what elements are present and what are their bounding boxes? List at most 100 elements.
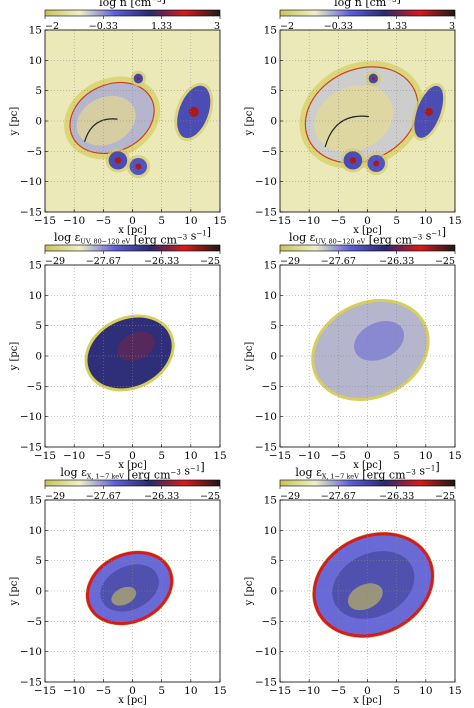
colorbar-title: log εX, 1−7 keV [erg cm−3 s−1] <box>60 461 204 482</box>
y-tick-label: 5 <box>270 555 277 567</box>
colorbar-tick-label: −27.67 <box>321 256 356 267</box>
y-axis-label: y [pc] <box>9 107 20 137</box>
grid-lines <box>280 500 455 682</box>
x-tick-label: 0 <box>364 450 371 462</box>
y-tick-label: 10 <box>29 525 42 537</box>
cloud-core <box>349 157 357 164</box>
y-tick-label: −5 <box>262 146 277 158</box>
colorbar-tick-label: −25 <box>435 256 455 267</box>
x-tick-label: −5 <box>331 450 346 462</box>
x-tick-label: −15 <box>34 215 56 227</box>
x-tick-label: 0 <box>129 215 136 227</box>
map-content <box>311 298 430 401</box>
colorbar-tick-label: −0.33 <box>89 21 118 32</box>
panel-density-early: −2 −0.33 1.33 3 log n [cm−3] −15 −10 −5 0 5 10 15 −1… <box>9 0 227 236</box>
y-axis-label: y [pc] <box>244 107 255 137</box>
colorbar-gradient <box>44 244 221 252</box>
y-tick-label: 15 <box>264 260 277 272</box>
colorbar-gradient <box>279 9 456 17</box>
y-tick-label: −10 <box>20 176 42 188</box>
y-tick-label: 15 <box>29 495 42 507</box>
x-tick-label: 5 <box>393 450 400 462</box>
colorbar-tick-label: −2 <box>45 21 59 32</box>
y-tick-label: 10 <box>29 290 42 302</box>
y-axis-label: y [pc] <box>9 342 20 372</box>
panel-uv-late: −29 −27.67 −26.33 −25 log εUV, 80−120 eV [er… <box>244 226 462 472</box>
colorbar-tick-label: −27.67 <box>86 491 121 502</box>
x-tick-label: −10 <box>63 685 85 697</box>
grid-lines <box>280 265 455 447</box>
x-tick-label: 15 <box>448 215 461 227</box>
x-tick-label: 15 <box>448 685 461 697</box>
x-axis-label: x [pc] <box>118 225 147 236</box>
colorbar-tick-label: −25 <box>200 491 220 502</box>
colorbar: −29 −27.67 −26.33 −25 log εX, 1−7 keV [erg c… <box>279 461 456 502</box>
y-tick-label: 5 <box>270 320 277 332</box>
x-tick-label: 15 <box>448 450 461 462</box>
x-tick-label: 15 <box>213 685 226 697</box>
x-tick-label: 10 <box>419 215 432 227</box>
map-content <box>299 60 446 175</box>
map-content <box>64 70 214 178</box>
colorbar-tick-label: −25 <box>435 491 455 502</box>
colorbar: −2 −0.33 1.33 3 log n [cm−3] <box>279 0 456 32</box>
colorbar-tick-label: −29 <box>45 256 65 267</box>
y-tick-label: −15 <box>255 677 277 689</box>
y-tick-label: −10 <box>255 176 277 188</box>
x-tick-label: 5 <box>158 450 165 462</box>
cloud-core <box>373 160 380 167</box>
x-tick-label: −15 <box>269 685 291 697</box>
y-tick-label: −10 <box>255 411 277 423</box>
colorbar-gradient <box>44 9 221 17</box>
colorbar-tick-label: 3 <box>449 21 455 32</box>
x-tick-label: 5 <box>393 215 400 227</box>
shell-interior <box>76 95 136 146</box>
y-tick-label: 0 <box>270 351 277 363</box>
x-tick-label: −5 <box>96 450 111 462</box>
xray-patch <box>347 583 383 611</box>
panel-density-late: −2 −0.33 1.33 3 log n [cm−3] −15 −10 −5 0 5 10 15 −1… <box>244 0 462 236</box>
colorbar-tick-label: −26.33 <box>144 491 179 502</box>
y-tick-label: −15 <box>20 207 42 219</box>
grid-lines <box>45 265 220 447</box>
colorbar-title: log εX, 1−7 keV [erg cm−3 s−1] <box>295 461 439 482</box>
colorbar: −2 −0.33 1.33 3 log n [cm−3] <box>44 0 221 32</box>
colorbar-tick-label: −26.33 <box>379 491 414 502</box>
x-tick-label: 0 <box>364 685 371 697</box>
y-tick-label: −5 <box>27 381 42 393</box>
x-tick-label: −10 <box>298 685 320 697</box>
x-tick-label: −5 <box>331 215 346 227</box>
x-tick-label: −10 <box>298 450 320 462</box>
y-tick-label: −5 <box>27 146 42 158</box>
cloud-core <box>371 76 375 81</box>
emission-patch <box>354 321 405 361</box>
y-tick-label: 5 <box>270 85 277 97</box>
x-tick-label: −10 <box>63 215 85 227</box>
colorbar-tick-label: −29 <box>280 256 300 267</box>
x-tick-label: −15 <box>34 450 56 462</box>
x-tick-label: 15 <box>213 450 226 462</box>
y-tick-label: −5 <box>262 616 277 628</box>
colorbar-tick-label: 1.33 <box>386 21 407 32</box>
grid-lines <box>280 30 455 212</box>
x-tick-label: 5 <box>158 685 165 697</box>
x-axis-label: x [pc] <box>353 225 382 236</box>
shell-interior <box>314 85 394 153</box>
y-tick-label: −15 <box>20 442 42 454</box>
y-axis-label: y [pc] <box>244 577 255 607</box>
y-tick-label: 0 <box>35 116 42 128</box>
x-tick-label: −15 <box>269 215 291 227</box>
y-tick-label: 15 <box>264 495 277 507</box>
colorbar: −29 −27.67 −26.33 −25 log εUV, 80−120 eV [er… <box>279 226 456 267</box>
colorbar-gradient <box>279 479 456 487</box>
shell-filament <box>84 118 118 142</box>
x-tick-label: −15 <box>269 450 291 462</box>
colorbar-tick-label: −26.33 <box>379 256 414 267</box>
x-tick-label: 10 <box>184 450 197 462</box>
x-tick-label: −15 <box>34 685 56 697</box>
y-tick-label: 15 <box>29 25 42 37</box>
y-tick-label: 0 <box>35 586 42 598</box>
colorbar-title: log n [cm−3] <box>334 0 401 9</box>
colorbar-tick-label: −27.67 <box>321 491 356 502</box>
y-axis-label: y [pc] <box>9 577 20 607</box>
